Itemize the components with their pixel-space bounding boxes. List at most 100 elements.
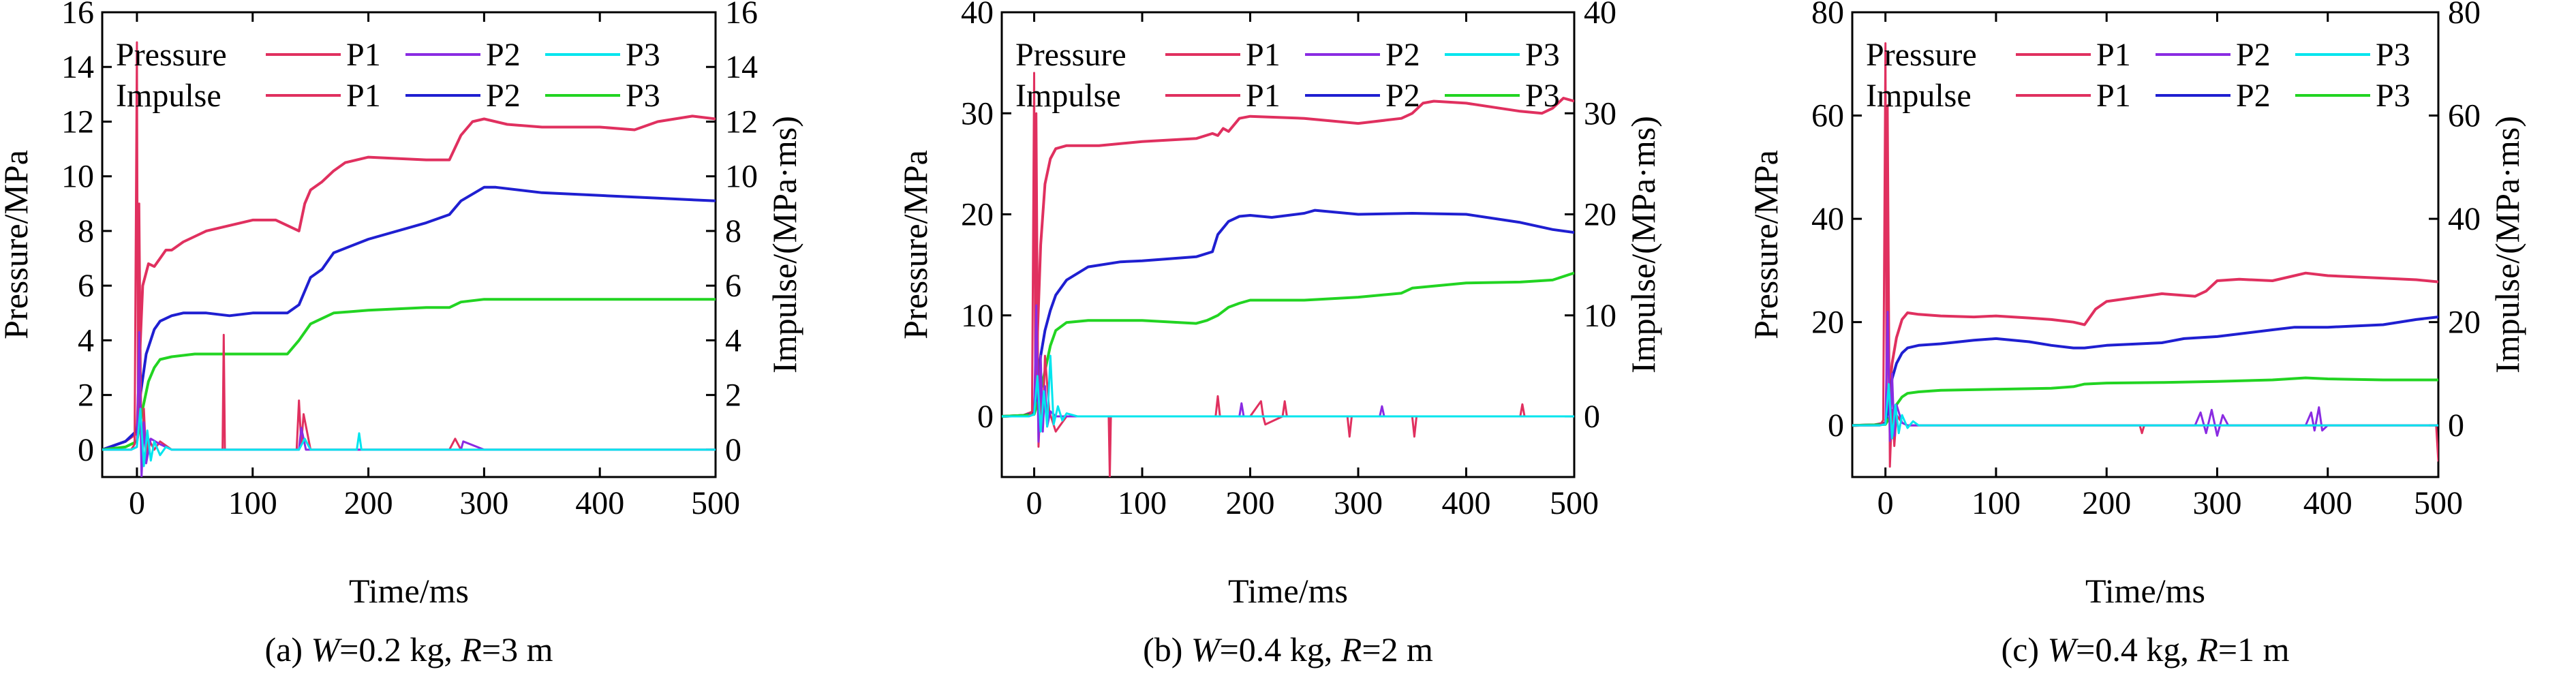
x-tick-label: 200: [1226, 485, 1275, 521]
x-axis-title: Time/ms: [349, 572, 469, 610]
pressure-line-p3: [1852, 383, 2438, 440]
caption-part-prefix: (b): [1143, 630, 1191, 669]
x-tick-label: 200: [344, 485, 393, 521]
y-tick-label-left: 0: [78, 432, 94, 468]
y-tick-label-left: 16: [61, 0, 94, 31]
y-tick-label-left: 60: [1811, 98, 1844, 134]
legend-pressure-entry: P1: [1246, 37, 1281, 73]
y-tick-label-left: 20: [1811, 305, 1844, 341]
x-tick-label: 300: [459, 485, 508, 521]
x-tick-label: 500: [2414, 485, 2463, 521]
pressure-line-p2: [1002, 304, 1574, 443]
legend-pressure-entry: P3: [2376, 37, 2410, 73]
legend-pressure-entry: P2: [1385, 37, 1420, 73]
y-tick-label-right: 40: [1584, 0, 1616, 31]
y-tick-label-right: 30: [1584, 95, 1616, 132]
pressure-line-p3: [102, 408, 716, 467]
legend-pressure-entry: P2: [486, 37, 521, 73]
y-tick-label-left: 14: [61, 49, 94, 85]
panel-caption: (c) W=0.4 kg, R=1 m: [2002, 630, 2290, 669]
x-tick-label: 300: [1334, 485, 1383, 521]
x-tick-label: 0: [129, 485, 145, 521]
pressure-line-p3: [1002, 354, 1574, 433]
x-tick-label: 500: [1550, 485, 1599, 521]
y-tick-label-right: 80: [2448, 0, 2481, 31]
panel-caption: (a) W=0.2 kg, R=3 m: [265, 630, 553, 669]
y-tick-label-right: 10: [725, 159, 758, 195]
legend: Pressure P1 P2 P3 Impulse P1 P2 P3: [1866, 37, 2410, 114]
x-tick-label: 500: [691, 485, 740, 521]
y-axis-title-left: Pressure/MPa: [1747, 150, 1785, 339]
caption-part-prefix: (c): [2002, 630, 2048, 669]
legend-pressure-entry: P1: [2096, 37, 2131, 73]
x-axis-title: Time/ms: [2085, 572, 2205, 610]
caption-part-r_var: R: [460, 630, 482, 669]
legend-impulse-entry: P3: [626, 78, 660, 114]
y-tick-label-right: 60: [2448, 98, 2481, 134]
legend-impulse-entry: P2: [486, 78, 521, 114]
legend-pressure-entry: P1: [346, 37, 381, 73]
y-tick-label-right: 40: [2448, 201, 2481, 237]
y-tick-label-right: 12: [725, 104, 758, 140]
caption-part-r_val: =3 m: [482, 630, 553, 669]
legend-pressure-label: Pressure: [1866, 37, 1977, 73]
y-tick-label-right: 8: [725, 213, 741, 249]
chart-panel-1: 0 100 200 300 400 500 0 0 10 10 20 20 30 30 40 40 Time/m…: [896, 0, 1662, 669]
legend-impulse-entry: P3: [2376, 78, 2410, 114]
x-tick-label: 0: [1026, 485, 1043, 521]
y-tick-label-right: 20: [2448, 305, 2481, 341]
y-tick-label-left: 10: [961, 298, 994, 334]
impulse-line-p3: [102, 298, 716, 451]
y-axis-title-right: Impulse/(MPa·ms): [2488, 116, 2526, 373]
y-axis-title-left: Pressure/MPa: [0, 150, 35, 339]
plot-frame: [101, 11, 717, 478]
y-tick-label-right: 10: [1584, 298, 1616, 334]
legend-impulse-entry: P1: [1246, 78, 1281, 114]
legend-impulse-label: Impulse: [116, 78, 221, 114]
y-tick-label-right: 0: [725, 432, 741, 468]
impulse-line-p2: [1852, 316, 2438, 427]
y-tick-label-right: 0: [2448, 408, 2464, 444]
y-tick-label-right: 6: [725, 268, 741, 304]
legend-impulse-entry: P2: [2236, 78, 2271, 114]
legend-impulse-entry: P1: [2096, 78, 2131, 114]
y-axis-title-right: Impulse/(MPa·ms): [1624, 116, 1662, 373]
y-tick-label-left: 4: [78, 322, 94, 358]
legend-pressure-entry: P2: [2236, 37, 2271, 73]
x-tick-label: 100: [1972, 485, 2021, 521]
y-tick-label-left: 40: [961, 0, 994, 31]
caption-part-w_var: W: [1191, 630, 1223, 669]
panel-caption: (b) W=0.4 kg, R=2 m: [1143, 630, 1433, 669]
x-tick-label: 100: [228, 485, 277, 521]
caption-part-r_var: R: [2196, 630, 2218, 669]
y-tick-label-right: 16: [725, 0, 758, 31]
caption-part-w_val: =0.4 kg,: [1220, 630, 1341, 669]
caption-part-w_val: =0.2 kg,: [339, 630, 461, 669]
legend: Pressure P1 P2 P3 Impulse P1 P2 P3: [1015, 37, 1560, 114]
y-tick-label-left: 6: [78, 268, 94, 304]
y-tick-label-left: 0: [977, 399, 994, 435]
y-tick-label-left: 8: [78, 213, 94, 249]
impulse-line-p2: [1002, 209, 1574, 418]
chart-panel-2: 0 100 200 300 400 500 0 0 20 20 40 40 60 60 80 80 Time/m…: [1747, 0, 2526, 669]
impulse-line-p1: [102, 114, 716, 451]
y-tick-label-right: 20: [1584, 197, 1616, 233]
y-tick-label-left: 80: [1811, 0, 1844, 31]
x-tick-label: 400: [2303, 485, 2352, 521]
y-axis-title-right: Impulse/(MPa·ms): [765, 116, 803, 373]
impulse-line-p2: [102, 185, 716, 451]
caption-part-w_var: W: [2048, 630, 2079, 669]
y-tick-label-left: 10: [61, 159, 94, 195]
legend-pressure-entry: P3: [1525, 37, 1560, 73]
legend-impulse-label: Impulse: [1866, 78, 1972, 114]
impulse-line-p1: [1002, 97, 1574, 418]
y-axis-title-left: Pressure/MPa: [896, 150, 934, 339]
caption-part-r_var: R: [1340, 630, 1362, 669]
x-tick-label: 400: [1442, 485, 1491, 521]
legend: Pressure P1 P2 P3 Impulse P1 P2 P3: [116, 37, 660, 114]
caption-part-prefix: (a): [265, 630, 311, 669]
y-tick-label-left: 2: [78, 378, 94, 414]
x-tick-label: 100: [1118, 485, 1167, 521]
x-tick-label: 0: [1877, 485, 1894, 521]
